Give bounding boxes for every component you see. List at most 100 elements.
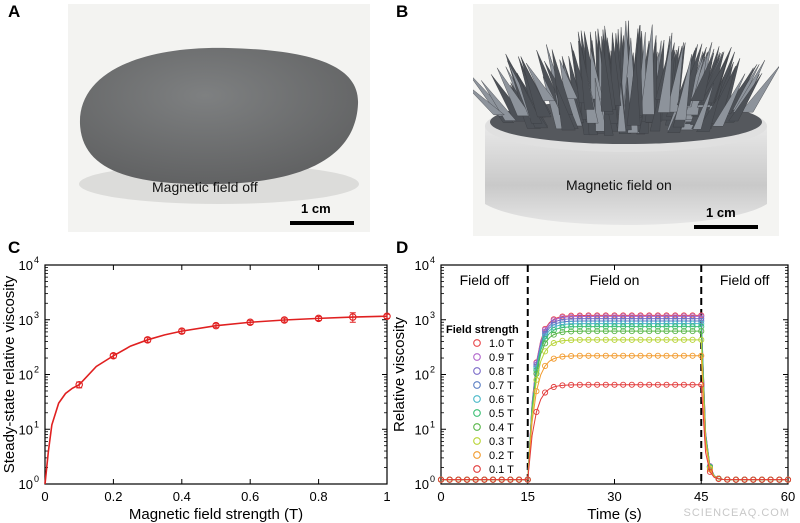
legend-label: 0.6 T (489, 394, 514, 406)
series-marker (620, 381, 627, 388)
series-marker (654, 336, 661, 343)
series-marker (585, 328, 592, 335)
legend-marker (473, 367, 481, 375)
series-marker (628, 352, 635, 359)
series-0_1-T (437, 381, 792, 483)
watermark: SCIENCEAQ.COM (683, 507, 790, 519)
series-marker (490, 476, 497, 483)
chart-c-frame (44, 264, 388, 485)
series-marker (698, 328, 705, 335)
series-marker (585, 323, 592, 330)
legend-label: 0.2 T (489, 450, 514, 462)
spike (473, 89, 505, 116)
series-marker (559, 337, 566, 344)
series-marker (646, 328, 653, 335)
series-marker (698, 323, 705, 330)
scale-label-a: 1 cm (301, 201, 331, 216)
series-marker (568, 328, 575, 335)
series-marker (758, 476, 766, 483)
y-tick-label: 10 (19, 313, 33, 328)
putty-illustration (79, 47, 359, 204)
series-marker (680, 328, 687, 335)
series-marker (680, 381, 687, 388)
x-tick-label: 0 (437, 489, 444, 504)
spike (516, 73, 543, 124)
series-marker (672, 352, 679, 359)
series-marker (784, 476, 792, 483)
spike (706, 65, 736, 124)
data-point (143, 336, 152, 344)
caption-field-off: Magnetic field off (152, 179, 258, 195)
series-marker (594, 381, 601, 388)
legend-marker (473, 381, 481, 389)
y-axis-label: Relative viscosity (391, 316, 408, 432)
series-marker (559, 382, 566, 389)
series-marker (741, 476, 748, 483)
legend-marker (473, 395, 481, 403)
spike (657, 32, 673, 113)
series-marker (620, 328, 627, 335)
series-marker (542, 362, 549, 369)
photo-magnetic-field-on (473, 4, 779, 236)
data-point (280, 316, 289, 324)
series-marker (654, 328, 661, 335)
x-tick-label: 60 (781, 489, 795, 504)
series-marker (620, 336, 627, 343)
series-marker (646, 336, 653, 343)
y-tick-label: 10 (19, 368, 33, 383)
series-marker (533, 370, 540, 377)
y-tick-exponent: 4 (430, 255, 435, 265)
spike (594, 77, 607, 132)
phase-label: Field on (590, 272, 640, 288)
legend-label: 0.1 T (489, 464, 514, 476)
series-marker (637, 352, 644, 359)
spike (525, 62, 556, 102)
legend-marker (473, 339, 481, 347)
data-point (314, 314, 323, 323)
y-tick-label: 10 (415, 258, 429, 273)
spike (626, 56, 641, 126)
series-marker (689, 352, 696, 359)
phase-label: Field off (460, 272, 510, 288)
legend-label: 1.0 T (489, 338, 514, 350)
series-marker (559, 329, 566, 336)
series-marker (663, 336, 670, 343)
series-marker (637, 336, 644, 343)
y-tick-exponent: 0 (430, 474, 435, 484)
spike (692, 82, 714, 130)
legend-title: Field strength (446, 324, 519, 336)
series-marker (559, 324, 566, 331)
y-tick-exponent: 3 (34, 310, 39, 320)
spike (601, 36, 614, 112)
series-marker (611, 323, 618, 330)
series-marker (585, 336, 592, 343)
series-marker (672, 323, 679, 330)
x-tick-label: 0.4 (173, 489, 191, 504)
series-marker (767, 476, 774, 483)
data-point (212, 321, 220, 330)
legend-marker (473, 353, 481, 361)
panel-c-letter: C (8, 238, 21, 257)
spike (640, 24, 655, 115)
spike (740, 66, 779, 113)
series-marker (715, 475, 722, 483)
series-marker (724, 476, 731, 483)
series-marker (611, 328, 618, 335)
series-marker (628, 336, 635, 343)
series-marker (516, 476, 523, 483)
series-marker (602, 381, 609, 388)
y-tick-label: 10 (415, 422, 429, 437)
series-marker (611, 352, 618, 359)
x-tick-label: 0 (41, 489, 48, 504)
series-marker (646, 323, 653, 330)
series-marker (568, 352, 575, 360)
series-marker (750, 476, 757, 483)
y-tick-exponent: 0 (34, 474, 39, 484)
series-marker (628, 381, 635, 388)
data-point (109, 352, 118, 360)
series-marker (507, 476, 514, 483)
data-point (178, 327, 186, 335)
x-tick-label: 0.6 (241, 489, 259, 504)
x-tick-label: 30 (607, 489, 621, 504)
y-tick-label: 10 (415, 477, 429, 492)
